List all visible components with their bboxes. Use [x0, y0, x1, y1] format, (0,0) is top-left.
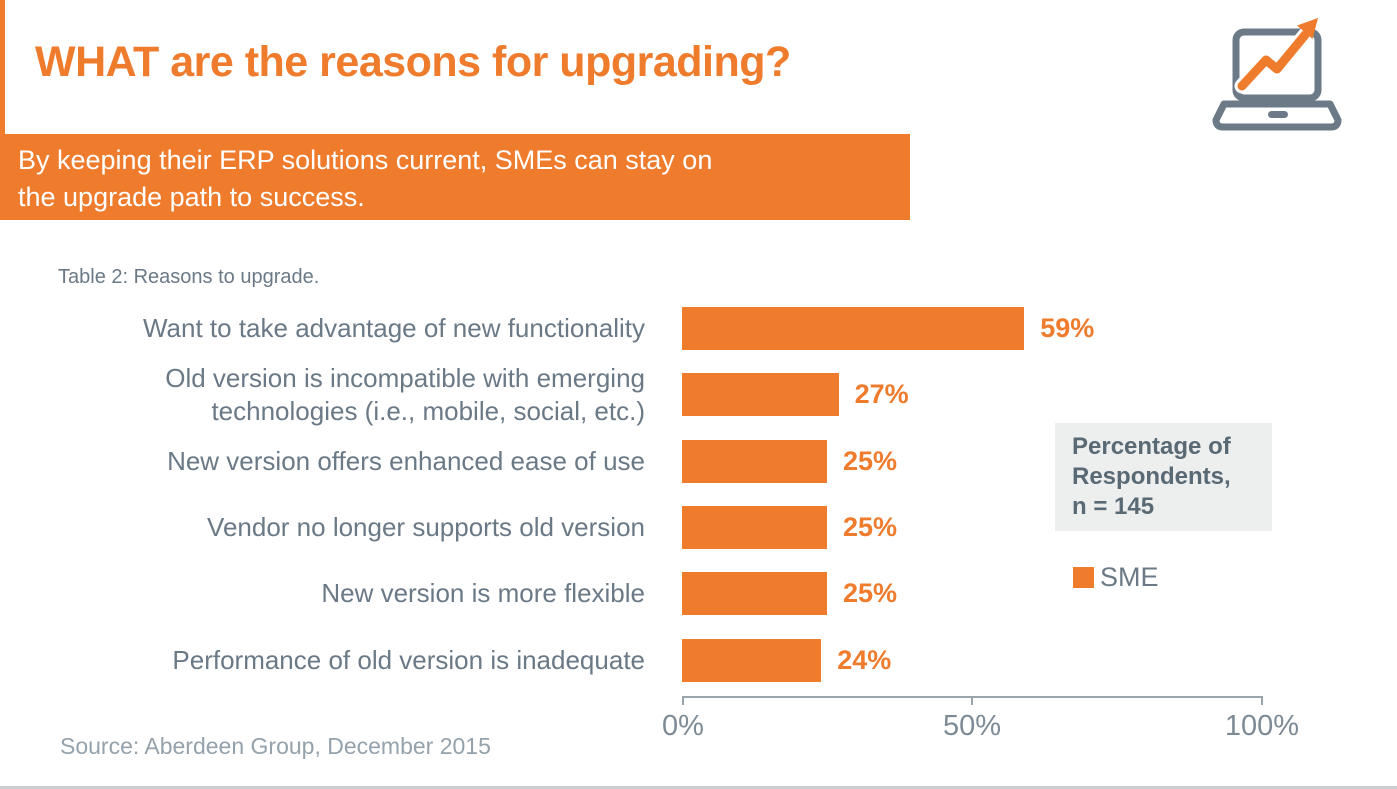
- bar: [682, 439, 827, 483]
- page-title: WHAT are the reasons for upgrading?: [35, 38, 791, 86]
- left-accent-stripe: [0, 0, 5, 220]
- chart-row: New version is more flexible 25%: [40, 572, 898, 616]
- bar-value-label: 27%: [854, 379, 909, 410]
- x-axis-tick: [971, 696, 973, 705]
- bar: [682, 307, 1025, 350]
- highlight-banner: By keeping their ERP solutions current, …: [0, 134, 910, 220]
- bar: [682, 572, 827, 616]
- bar: [682, 373, 839, 417]
- bar-value-label: 25%: [843, 511, 898, 542]
- bar-value-label: 25%: [843, 578, 898, 609]
- chart-row: Want to take advantage of new functional…: [40, 307, 1094, 350]
- legend-note-box: Percentage of Respondents, n = 145: [1055, 423, 1272, 531]
- bar-value-label: 25%: [843, 445, 898, 476]
- x-axis-tick: [682, 696, 684, 705]
- chart-caption: Table 2: Reasons to upgrade.: [58, 266, 320, 288]
- laptop-trend-icon: [1212, 18, 1342, 131]
- chart-row: Old version is incompatible with emergin…: [40, 363, 909, 426]
- bar-value-label: 24%: [837, 644, 892, 675]
- x-axis-tick-label: 0%: [662, 710, 704, 742]
- bar: [682, 638, 822, 682]
- bar-category-label: New version is more flexible: [321, 578, 645, 609]
- x-axis: 0% 50% 100%: [662, 696, 1299, 746]
- bar: [682, 505, 827, 549]
- bar-category-label: Old version is incompatible with emergin…: [165, 362, 645, 426]
- bar-value-label: 59%: [1040, 313, 1095, 343]
- chart-row: Performance of old version is inadequate…: [40, 638, 892, 682]
- bar-category-label: Vendor no longer supports old version: [207, 511, 645, 542]
- x-axis-tick-label: 100%: [1224, 710, 1300, 742]
- chart-row: Vendor no longer supports old version 25…: [40, 505, 898, 549]
- bar-category-label: New version offers enhanced ease of use: [167, 445, 645, 476]
- legend: SME: [1073, 562, 1159, 593]
- bar-category-label: Performance of old version is inadequate: [172, 644, 645, 675]
- x-axis-tick-label: 50%: [942, 710, 1002, 742]
- source-note: Source: Aberdeen Group, December 2015: [60, 733, 491, 759]
- legend-note-text: Percentage of Respondents, n = 145: [1072, 433, 1231, 520]
- bar-category-label: Want to take advantage of new functional…: [142, 313, 645, 343]
- legend-series-label: SME: [1100, 562, 1159, 592]
- chart-row: New version offers enhanced ease of use …: [40, 439, 898, 483]
- x-axis-tick: [1261, 696, 1263, 705]
- banner-text: By keeping their ERP solutions current, …: [18, 145, 713, 212]
- legend-swatch-sme: [1073, 567, 1094, 588]
